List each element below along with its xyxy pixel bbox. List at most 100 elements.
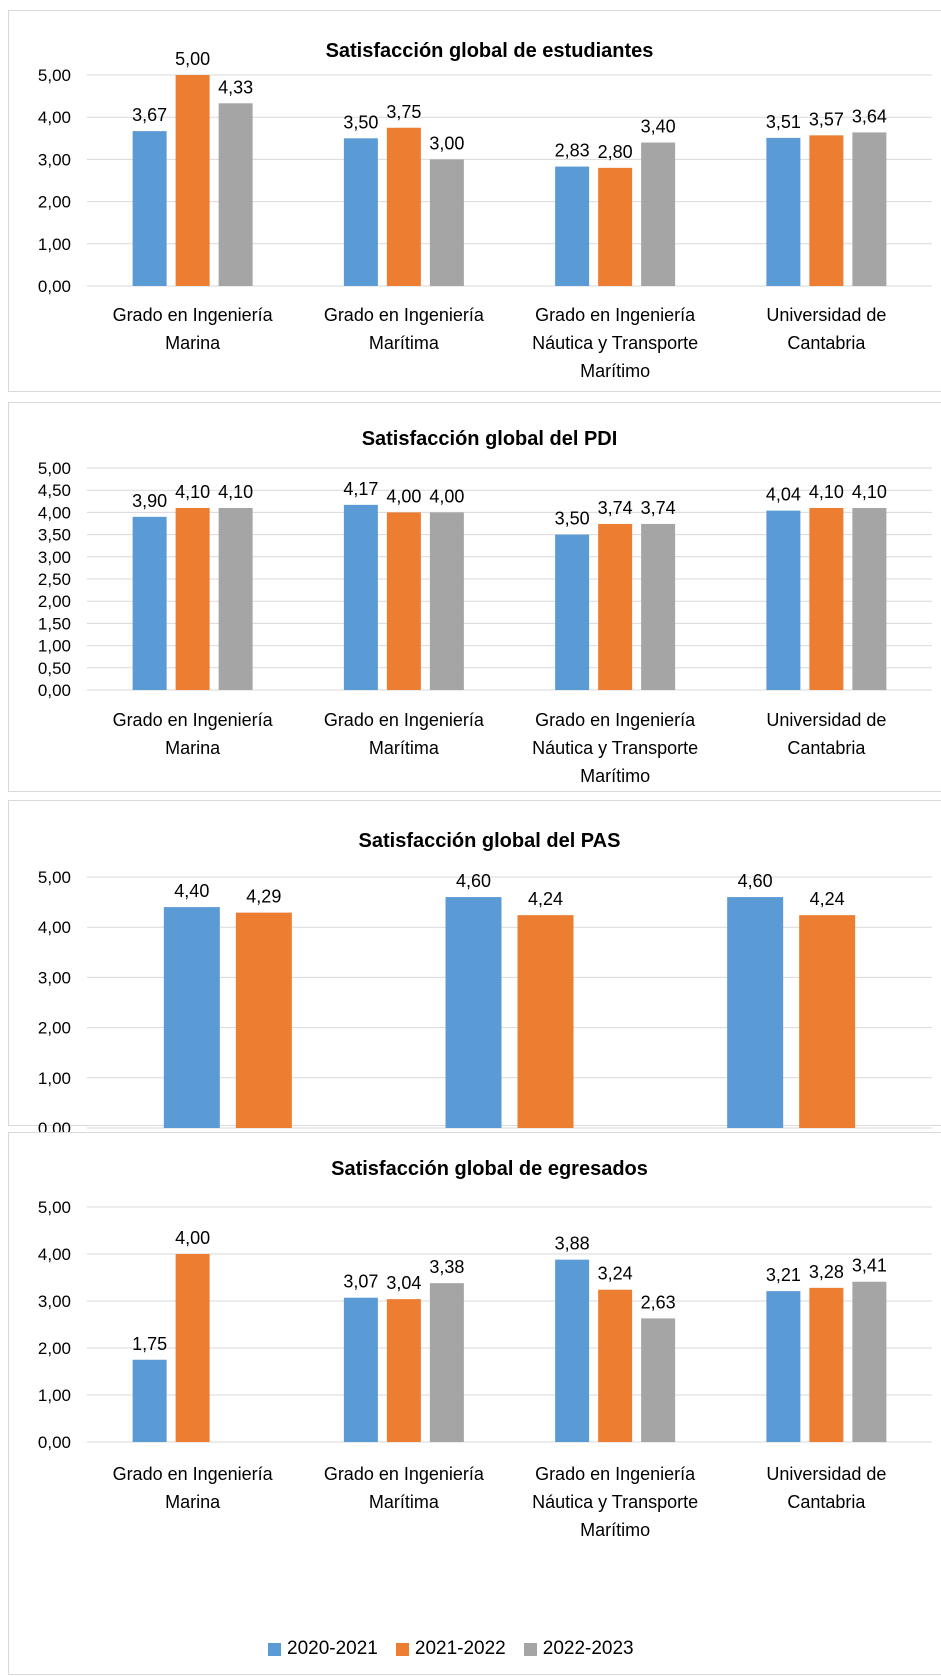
y-tick-label: 1,00 <box>38 235 71 254</box>
data-label: 4,00 <box>429 486 464 506</box>
bar-2022-2023-cat1 <box>429 1283 464 1442</box>
chart-title: Satisfacción global del PAS <box>359 830 621 852</box>
chart-title: Satisfacción global de egresados <box>331 1158 648 1180</box>
legend-item-2020-2021: 2020-2021 <box>268 1638 378 1660</box>
data-label: 1,75 <box>132 1334 167 1354</box>
chart-panel-pdi: Satisfacción global del PDI 0,00 0,50 1,00 1… <box>8 402 941 792</box>
category-label: Grado en Ingeniería <box>113 710 274 730</box>
legend-label-2020-2021: 2020-2021 <box>287 1638 378 1659</box>
y-tick-label: 4,00 <box>38 1245 71 1264</box>
legend-swatch-2020-2021 <box>268 1642 281 1656</box>
category-label: Náutica y Transporte <box>532 1492 698 1512</box>
bar-2022-2023-cat3 <box>852 507 887 690</box>
bar-2020-2021-cat0 <box>132 1359 167 1442</box>
bar-2020-2021-cat1 <box>343 138 378 286</box>
chart-egresados: Satisfacción global de egresados 0,00 1,00… <box>38 1158 932 1540</box>
data-label: 3,74 <box>598 498 633 518</box>
bar-2022-2023-cat3 <box>852 132 887 286</box>
bar-2020-2021-cat3 <box>766 1291 801 1442</box>
data-label: 3,04 <box>386 1273 421 1293</box>
bar-2020-2021-cat0 <box>132 516 167 690</box>
y-tick-label: 2,00 <box>38 592 71 611</box>
bar-2021-2022-cat1 <box>386 127 421 286</box>
category-label: Marina <box>165 1492 221 1512</box>
y-tick-label: 0,00 <box>38 277 71 296</box>
legend-item-2021-2022: 2021-2022 <box>395 1638 506 1660</box>
chart-panel-estudiantes: Satisfacción global de estudiantes 0,00 1,… <box>8 10 941 392</box>
category-label: Grado en Ingeniería <box>535 710 696 730</box>
y-tick-label: 3,00 <box>38 1292 71 1311</box>
data-label: 3,21 <box>766 1265 801 1285</box>
bar-2020-2021-cat2 <box>555 534 590 690</box>
chart-pdi: Satisfacción global del PDI 0,00 0,50 1,00 1… <box>38 428 932 786</box>
y-tick-label: 5,00 <box>38 66 71 85</box>
category-label: Marítimo <box>580 1520 650 1540</box>
data-label: 4,24 <box>528 889 563 909</box>
category-label: Marina <box>165 738 221 758</box>
data-label: 3,41 <box>852 1256 887 1276</box>
bar-2021-2022-cat0 <box>175 75 210 286</box>
y-tick-label: 5,00 <box>38 459 71 478</box>
bar-2022-2023-cat0 <box>218 103 253 286</box>
category-label: Grado en Ingeniería <box>535 1464 696 1484</box>
bar-2020-2021-cat1 <box>445 897 502 1128</box>
data-label: 3,51 <box>766 112 801 132</box>
legend-swatch-2021-2022 <box>395 1642 409 1656</box>
category-label: Grado en Ingeniería <box>113 305 274 325</box>
category-label: Marítima <box>369 333 440 353</box>
bar-2021-2022-cat3 <box>809 1287 844 1442</box>
y-tick-label: 4,50 <box>38 481 71 500</box>
bar-2021-2022-cat3 <box>809 135 844 286</box>
data-label: 3,74 <box>641 498 676 518</box>
data-label: 4,29 <box>246 887 281 907</box>
bar-2020-2021-cat2 <box>555 1259 590 1442</box>
category-label: Marítima <box>369 738 440 758</box>
data-label: 2,80 <box>598 142 633 162</box>
category-label: Universidad de <box>766 710 886 730</box>
y-tick-label: 4,00 <box>38 108 71 127</box>
data-label: 4,00 <box>386 486 421 506</box>
data-label: 3,67 <box>132 105 167 125</box>
data-label: 3,50 <box>343 112 378 132</box>
bar-2020-2021-cat0 <box>163 907 220 1128</box>
bar-2021-2022-cat0 <box>175 507 210 690</box>
bar-2022-2023-cat0 <box>218 507 253 690</box>
category-label: Grado en Ingeniería <box>324 1464 485 1484</box>
y-tick-label: 3,00 <box>38 548 71 567</box>
category-label: Universidad de <box>766 305 886 325</box>
data-label: 3,90 <box>132 491 167 511</box>
y-tick-label: 2,00 <box>38 1339 71 1358</box>
data-label: 3,64 <box>852 106 887 126</box>
data-label: 4,60 <box>738 871 773 891</box>
bar-2021-2022-cat2 <box>598 1289 633 1442</box>
bar-2021-2022-cat2 <box>598 167 633 286</box>
data-label: 2,83 <box>555 141 590 161</box>
category-label: Náutica y Transporte <box>532 738 698 758</box>
data-label: 4,17 <box>343 479 378 499</box>
category-label: Marítima <box>369 1492 440 1512</box>
data-label: 4,40 <box>174 881 209 901</box>
y-tick-label: 4,00 <box>38 918 71 937</box>
bar-2021-2022-cat1 <box>386 512 421 690</box>
y-tick-label: 0,00 <box>38 1433 71 1452</box>
data-label: 3,50 <box>555 509 590 529</box>
legend-swatch-2022-2023 <box>523 1642 537 1656</box>
bar-2022-2023-cat1 <box>429 159 464 286</box>
bar-2021-2022-cat3 <box>809 507 844 690</box>
y-tick-label: 2,00 <box>38 193 71 212</box>
data-label: 4,10 <box>175 482 210 502</box>
bar-2022-2023-cat1 <box>429 512 464 690</box>
chart-title: Satisfacción global de estudiantes <box>326 40 654 62</box>
data-label: 3,28 <box>809 1262 844 1282</box>
y-tick-label: 0,50 <box>38 659 71 678</box>
data-label: 3,38 <box>429 1257 464 1277</box>
chart-pas: Satisfacción global del PAS0,001,002,003… <box>38 830 932 1138</box>
bar-2021-2022-cat0 <box>235 912 292 1128</box>
legend-label-2021-2022: 2021-2022 <box>414 1638 506 1659</box>
category-label: Marina <box>165 333 221 353</box>
y-tick-label: 5,00 <box>38 868 71 887</box>
bar-2022-2023-cat2 <box>641 523 676 690</box>
category-label: Cantabria <box>787 1492 866 1512</box>
data-label: 4,60 <box>456 871 491 891</box>
data-label: 4,04 <box>766 485 801 505</box>
